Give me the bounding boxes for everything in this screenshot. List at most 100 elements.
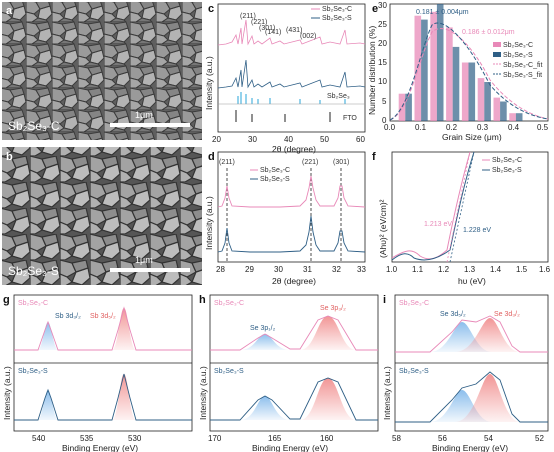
- histogram-bar: [468, 62, 476, 121]
- histogram-bar: [509, 113, 516, 121]
- legend: Sb₂Se₃-C Sb₂Se₃-S: [311, 6, 352, 22]
- xps-c: [210, 315, 378, 351]
- legend: Sb₂Se₃-C Sb₂Se₃-S: [250, 167, 290, 183]
- svg-text:25: 25: [378, 20, 387, 29]
- histogram-bar: [477, 78, 485, 121]
- svg-text:Sb₂Se₃-C: Sb₂Se₃-C: [322, 6, 352, 13]
- sample-label: Sb₂Se₃-C: [8, 119, 60, 133]
- peak1-label: Sb 3d₃/₂: [55, 313, 81, 320]
- sample-bottom: Sb₂Se₃-S: [18, 368, 48, 375]
- x-axis-label: Grain Size (μm): [442, 132, 502, 142]
- svg-text:Sb₂Se₃-S: Sb₂Se₃-S: [260, 176, 290, 183]
- svg-text:20: 20: [378, 39, 387, 48]
- fit-peak1-bottom: [240, 396, 290, 420]
- fit-peak1-bottom: [38, 390, 58, 420]
- sample-bottom: Sb₂Se₃-S: [214, 368, 244, 375]
- histogram-bars: [398, 4, 523, 122]
- svg-text:1.5: 1.5: [516, 265, 528, 274]
- scale-label: 1μm: [135, 110, 153, 120]
- sample-top: Sb₂Se₃-C: [399, 300, 429, 307]
- xrd-c-zoom: [217, 175, 366, 208]
- sample-top: Sb₂Se₃-C: [214, 300, 244, 307]
- svg-text:30: 30: [248, 135, 257, 144]
- sample-bottom: Sb₂Se₃-S: [399, 368, 429, 375]
- fit-peak2-top: [300, 316, 356, 350]
- plot-frame: [217, 3, 366, 133]
- svg-text:(221): (221): [251, 19, 267, 26]
- peak-labels: (211) (221) (301) (141) (431) (002): [240, 13, 316, 40]
- svg-text:15: 15: [378, 58, 387, 67]
- svg-text:1.0: 1.0: [386, 265, 398, 274]
- peak-labels: (211) (221) (301): [219, 159, 349, 166]
- svg-text:30: 30: [378, 1, 387, 10]
- x-axis-label: 2θ (degree): [272, 276, 316, 286]
- x-ticks: 28 29 30 31 32 33: [216, 265, 366, 274]
- y-ticks: 0 5 10 15 20 25 30: [378, 1, 387, 125]
- x-axis-label: Binding Energy (eV): [432, 443, 508, 452]
- fit-peak1-top: [240, 334, 290, 350]
- fto-label: FTO: [343, 115, 357, 122]
- sample-top: Sb₂Se₃-C: [18, 300, 48, 307]
- svg-text:540: 540: [32, 434, 46, 443]
- svg-text:56: 56: [438, 434, 447, 443]
- svg-text:33: 33: [357, 265, 366, 274]
- svg-text:1.4: 1.4: [490, 265, 502, 274]
- scale-bar: [110, 123, 190, 127]
- svg-text:Sb₂Se₃-C: Sb₂Se₃-C: [492, 157, 522, 164]
- svg-text:5: 5: [382, 97, 387, 106]
- y-axis-label: Intensity (a.u.): [2, 366, 12, 420]
- panel-c: c Sb₂Se₃ FTO Sb₂Se₃-C Sb₂Se₃-S (211) (22…: [204, 3, 365, 154]
- histogram-bar: [493, 97, 501, 121]
- svg-text:50: 50: [320, 135, 329, 144]
- ref-sticks: [237, 92, 346, 104]
- panel-letter: b: [6, 151, 13, 163]
- panel-letter: f: [372, 151, 376, 163]
- x-axis-label: hυ (eV): [458, 276, 486, 286]
- note-c: 0.186 ± 0.012μm: [462, 29, 515, 36]
- xps-s: [395, 371, 548, 423]
- fit-peak2-bottom: [300, 378, 356, 420]
- plot-frame: [391, 151, 549, 263]
- legend: Sb₂Se₃-C Sb₂Se₃-S: [482, 157, 522, 174]
- svg-text:60: 60: [356, 135, 365, 144]
- panel-h: h Sb₂Se₃-C Sb₂Se₃-S Se 3p₁/₂ Se 3p₃/₂ 17…: [198, 294, 379, 452]
- svg-text:(211): (211): [219, 159, 235, 166]
- tauc-c: [391, 151, 471, 260]
- ref-label: Sb₂Se₃: [327, 93, 350, 100]
- peak1-label: Se 3d₅/₂: [440, 311, 466, 318]
- x-axis-label: 2θ (degree): [272, 144, 316, 154]
- panel-g: g Sb₂Se₃-C Sb₂Se₃-S Sb 3d₃/₂ Sb 3d₅/₂ 54…: [2, 294, 193, 452]
- sem-image-c: [2, 2, 202, 140]
- histogram-bar: [405, 93, 412, 121]
- svg-text:1.2: 1.2: [438, 265, 450, 274]
- panel-d: d Sb₂Se₃-C Sb₂Se₃-S (211) (221) (301) 28…: [204, 151, 366, 286]
- svg-text:1.3: 1.3: [464, 265, 476, 274]
- fit-c: [389, 28, 549, 121]
- y-axis-label: Intensity (a.u.): [204, 196, 214, 250]
- histogram-bar: [414, 15, 422, 122]
- peak2-label: Sb 3d₅/₂: [90, 313, 116, 320]
- histogram-bar: [446, 27, 453, 121]
- xps-s: [14, 373, 192, 421]
- panel-letter: c: [208, 3, 214, 15]
- fit-peak1-top: [38, 322, 58, 350]
- svg-text:29: 29: [245, 265, 254, 274]
- fit-s: [449, 151, 475, 263]
- x-axis-label: Binding Energy (eV): [252, 443, 328, 452]
- svg-text:0.1: 0.1: [415, 123, 427, 132]
- svg-text:31: 31: [303, 265, 312, 274]
- svg-text:160: 160: [320, 434, 334, 443]
- svg-text:(301): (301): [259, 25, 275, 32]
- histogram-bar: [515, 113, 523, 121]
- panel-i: i Sb₂Se₃-C Sb₂Se₃-S Se 3d₅/₂ Se 3d₃/₂ 58…: [382, 294, 549, 452]
- panel-letter: d: [208, 151, 215, 163]
- svg-text:10: 10: [378, 77, 387, 86]
- svg-text:165: 165: [268, 434, 282, 443]
- y-axis-label: Intensity (a.u.): [204, 56, 214, 110]
- panel-b: b Sb₂Se₃-S 1μm: [2, 147, 202, 285]
- fit-s: [389, 22, 549, 121]
- svg-text:170: 170: [208, 434, 222, 443]
- svg-text:0.4: 0.4: [508, 123, 520, 132]
- sample-label: Sb₂Se₃-S: [8, 264, 59, 278]
